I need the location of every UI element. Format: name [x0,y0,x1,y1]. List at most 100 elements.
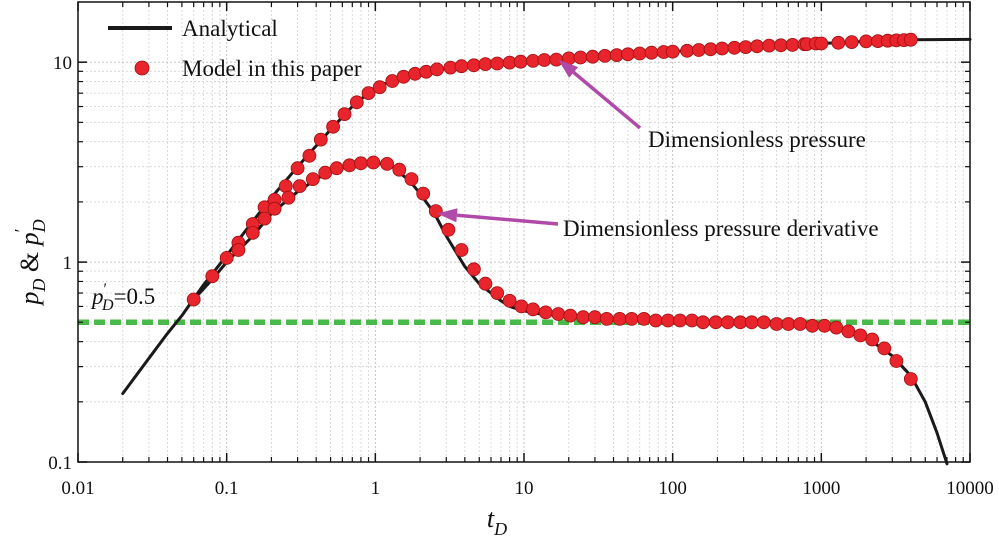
data-point [889,354,904,368]
data-point [576,310,591,325]
data-point [756,315,771,330]
x-tick-label: 0.01 [61,478,94,499]
data-point [205,269,220,284]
data-point [805,318,820,333]
data-point [573,50,588,65]
data-point [696,315,710,330]
data-point [428,204,443,219]
y-axis-label: pD & p′D [11,219,49,306]
annotation-pressure-arrowhead [558,59,579,78]
axis-ticks: 0.01 0.1 1 10 100 1000 10000 0.1 1 10 [48,2,994,499]
data-point [829,320,844,335]
data-point [326,119,341,134]
data-point [715,41,729,56]
data-point [750,39,764,54]
legend-model-marker [134,60,150,76]
data-point [526,302,540,317]
data-point [563,308,578,323]
data-point [814,36,829,51]
x-tick-label: 100 [658,478,687,499]
y-label-s1: D [29,279,49,293]
data-point [621,47,635,62]
data-point [632,46,647,61]
y-label-p1: p [15,292,44,307]
data-point [720,315,735,330]
data-point [186,292,201,307]
data-point [844,35,859,49]
y-label-amp: & [15,245,44,278]
data-point [537,53,552,67]
data-point [691,43,706,57]
reference-line-label: p′ D=0.5 [90,281,155,314]
data-point [337,107,352,121]
data-point [318,165,333,180]
data-point [624,311,639,326]
data-point [342,158,357,173]
legend: Analytical Model in this paper [108,16,362,81]
data-point [598,49,612,63]
ref-label-p: p [90,284,104,309]
ref-label-prime: ′ [104,281,108,298]
x-tick-label: 1 [371,478,381,499]
data-point [466,262,481,277]
series-pressure-model [186,32,918,307]
data-point [372,80,387,95]
data-point [466,58,481,73]
data-point [781,317,796,331]
data-point [349,95,364,110]
annotation-pressure-arrow [572,71,642,130]
x-label-sub: D [493,519,507,538]
y-tick-label: 1 [63,253,73,274]
data-point [490,56,505,71]
data-point [588,310,602,325]
data-point [396,69,411,84]
data-point [231,243,246,257]
data-point [219,250,234,265]
data-point [637,311,651,326]
annotation-derivative-label: Dimensionless pressure derivative [563,216,879,241]
x-tick-label: 10000 [946,478,994,499]
data-point [513,54,528,69]
data-point [903,32,918,47]
data-point [502,293,517,308]
series-derivative-model [231,155,918,386]
data-point [361,86,376,100]
data-point [441,222,456,237]
data-point [514,299,529,314]
data-point [762,38,776,53]
data-point [430,62,444,77]
data-point [703,42,718,57]
ref-label-sub: D [101,297,114,314]
data-point [267,201,282,216]
data-point [644,45,659,60]
data-point [329,161,344,176]
data-point [877,341,892,356]
data-point [817,318,832,333]
ref-label-value: =0.5 [114,284,156,309]
data-point [903,372,918,386]
y-tick-label: 10 [53,53,72,74]
data-point [392,162,407,177]
data-point [859,34,873,49]
data-point [313,132,328,147]
y-label-p2: p [15,232,44,247]
data-point [290,161,305,176]
data-point [785,38,800,52]
data-point [599,311,614,326]
data-point [278,179,293,194]
legend-model-label: Model in this paper [182,56,362,81]
data-point [585,49,600,64]
data-point [302,148,317,163]
data-point [744,315,759,330]
annotation-derivative-arrow [456,213,559,226]
data-point [490,286,505,301]
data-point [454,59,469,74]
data-point [841,324,856,339]
data-point [416,186,431,201]
data-point [478,57,493,71]
x-tick-label: 0.1 [215,478,239,499]
x-label-main: t [487,504,495,533]
data-point [612,311,627,326]
y-label-s2: D [29,219,49,233]
